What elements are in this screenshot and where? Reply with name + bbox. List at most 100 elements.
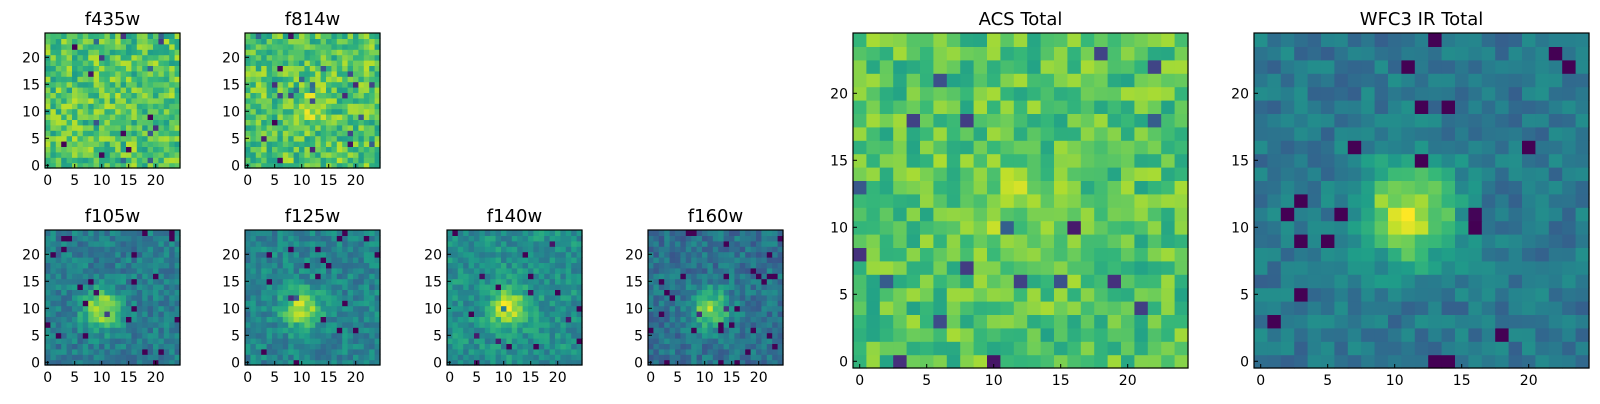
heatmap-cell bbox=[353, 38, 359, 44]
heatmap-cell bbox=[294, 311, 300, 317]
heatmap-cell bbox=[501, 306, 507, 312]
heatmap-cell bbox=[648, 262, 654, 268]
heatmap-cell bbox=[369, 284, 375, 290]
heatmap-cell bbox=[99, 262, 105, 268]
heatmap-cell bbox=[880, 60, 894, 74]
heatmap-cell bbox=[358, 273, 364, 279]
heatmap-cell bbox=[1281, 180, 1295, 194]
heatmap-cell bbox=[358, 92, 364, 98]
heatmap-cell bbox=[1468, 180, 1482, 194]
heatmap-cell bbox=[697, 338, 703, 344]
heatmap-cell bbox=[256, 65, 262, 71]
heatmap-cell bbox=[99, 125, 105, 131]
heatmap-cell bbox=[50, 252, 56, 258]
heatmap-cell bbox=[458, 273, 464, 279]
heatmap-cell bbox=[99, 152, 105, 158]
heatmap-cell bbox=[131, 306, 137, 312]
heatmap-cell bbox=[974, 341, 988, 355]
heatmap-cell bbox=[853, 274, 867, 288]
heatmap-cell bbox=[115, 87, 121, 93]
heatmap-cell bbox=[533, 295, 539, 301]
heatmap-cell bbox=[1415, 127, 1429, 141]
heatmap-cell bbox=[463, 284, 469, 290]
heatmap-cell bbox=[45, 44, 51, 50]
heatmap-cell bbox=[506, 327, 512, 333]
heatmap-cell bbox=[310, 241, 316, 247]
heatmap-cell bbox=[729, 311, 735, 317]
heatmap-cell bbox=[452, 284, 458, 290]
heatmap-cell bbox=[724, 252, 730, 258]
heatmap-cell bbox=[724, 268, 730, 274]
heatmap-cell bbox=[326, 279, 332, 285]
heatmap-cell bbox=[353, 289, 359, 295]
heatmap-cell bbox=[1522, 167, 1536, 181]
heatmap-cell bbox=[1428, 261, 1442, 275]
heatmap-cell bbox=[697, 354, 703, 360]
heatmap-cell bbox=[245, 98, 251, 104]
heatmap-cell bbox=[686, 316, 692, 322]
heatmap-cell bbox=[72, 33, 78, 39]
heatmap-cell bbox=[528, 306, 534, 312]
heatmap-cell bbox=[142, 114, 148, 120]
heatmap-cell bbox=[50, 55, 56, 61]
heatmap-cell bbox=[310, 327, 316, 333]
heatmap-cell bbox=[88, 38, 94, 44]
heatmap-cell bbox=[539, 295, 545, 301]
heatmap-cell bbox=[528, 311, 534, 317]
heatmap-cell bbox=[560, 241, 566, 247]
heatmap-cell bbox=[142, 130, 148, 136]
heatmap-cell bbox=[104, 87, 110, 93]
heatmap-cell bbox=[72, 306, 78, 312]
heatmap-cell bbox=[283, 130, 289, 136]
heatmap-cell bbox=[164, 246, 170, 252]
heatmap-cell bbox=[1549, 247, 1563, 261]
heatmap-cell bbox=[1254, 207, 1268, 221]
heatmap-cell bbox=[1027, 234, 1041, 248]
heatmap-cell bbox=[452, 333, 458, 339]
heatmap-cell bbox=[933, 60, 947, 74]
heatmap-cell bbox=[72, 230, 78, 236]
heatmap-cell bbox=[99, 257, 105, 263]
heatmap-cell bbox=[517, 284, 523, 290]
y-tick-label: 15 bbox=[424, 274, 442, 290]
heatmap-cell bbox=[126, 114, 132, 120]
heatmap-cell bbox=[1281, 167, 1295, 181]
heatmap-cell bbox=[137, 55, 143, 61]
heatmap-cell bbox=[761, 327, 767, 333]
heatmap-cell bbox=[463, 252, 469, 258]
heatmap-cell bbox=[713, 333, 719, 339]
heatmap-cell bbox=[707, 322, 713, 328]
heatmap-cell bbox=[474, 284, 480, 290]
heatmap-cell bbox=[131, 349, 137, 355]
heatmap-cell bbox=[1175, 180, 1189, 194]
heatmap-cell bbox=[463, 279, 469, 285]
heatmap-cell bbox=[104, 311, 110, 317]
heatmap-cell bbox=[506, 235, 512, 241]
heatmap-cell bbox=[142, 65, 148, 71]
heatmap-cell bbox=[1121, 46, 1135, 60]
heatmap-cell bbox=[304, 114, 310, 120]
heatmap-cell bbox=[121, 157, 127, 163]
heatmap-cell bbox=[121, 235, 127, 241]
heatmap-cell bbox=[121, 311, 127, 317]
heatmap-cell bbox=[675, 289, 681, 295]
heatmap-cell bbox=[1482, 167, 1496, 181]
heatmap-cell bbox=[261, 103, 267, 109]
heatmap-cell bbox=[1348, 140, 1362, 154]
heatmap-cell bbox=[310, 333, 316, 339]
heatmap-cell bbox=[1375, 221, 1389, 235]
heatmap-cell bbox=[1348, 288, 1362, 302]
heatmap-cell bbox=[1161, 46, 1175, 60]
heatmap-cell bbox=[756, 262, 762, 268]
heatmap-cell bbox=[256, 268, 262, 274]
y-tick-label: 10 bbox=[22, 104, 40, 120]
heatmap-cell bbox=[523, 343, 529, 349]
heatmap-cell bbox=[50, 273, 56, 279]
heatmap-cell bbox=[337, 125, 343, 131]
heatmap-cell bbox=[72, 103, 78, 109]
heatmap-cell bbox=[469, 300, 475, 306]
heatmap-cell bbox=[245, 103, 251, 109]
heatmap-cell bbox=[283, 136, 289, 142]
heatmap-cell bbox=[1522, 221, 1536, 235]
heatmap-cell bbox=[1576, 261, 1590, 275]
